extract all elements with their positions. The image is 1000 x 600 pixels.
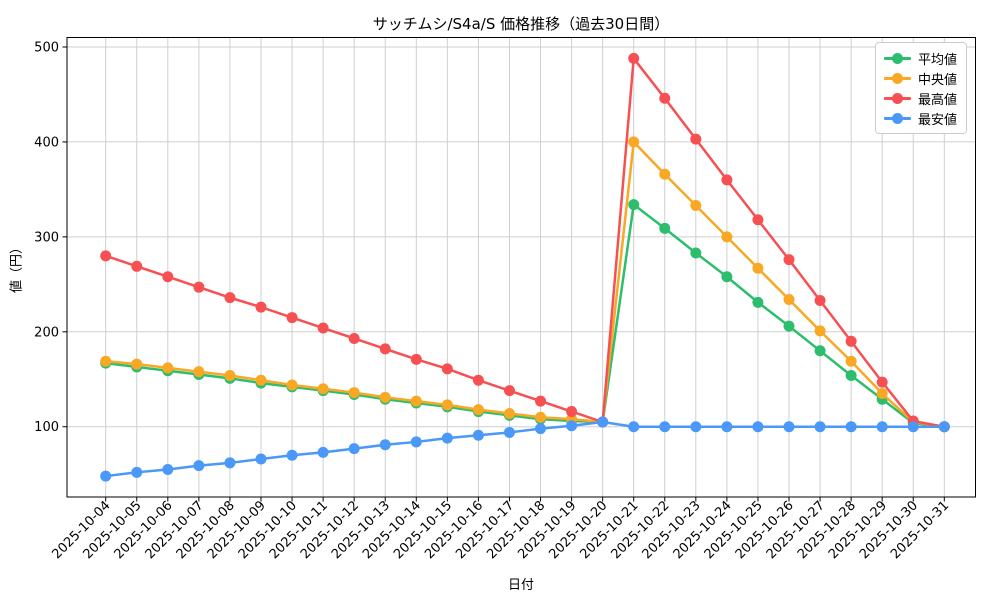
legend-marker-max-icon	[883, 92, 911, 104]
series-3	[100, 416, 950, 482]
legend-item-median: 中央値	[883, 68, 957, 88]
x-axis-label: 日付	[507, 578, 534, 593]
legend-label-median: 中央値	[917, 72, 957, 88]
chart-title: サッチムシ/S4a/S 価格推移（過去30日間）	[372, 15, 670, 33]
legend-item-max: 最高値	[883, 88, 957, 108]
svg-text:400: 400	[34, 135, 59, 150]
legend-label-average: 平均値	[917, 52, 957, 68]
legend: 平均値 中央値 最高値 最安値	[874, 42, 967, 134]
gridlines	[67, 37, 976, 497]
y-axis-label: 値（円）	[9, 240, 25, 294]
x-axis-ticks: 2025-10-042025-10-052025-10-062025-10-07…	[49, 497, 952, 562]
y-axis-ticks: 100 200 300 400 500	[34, 40, 67, 435]
svg-text:100: 100	[34, 420, 59, 435]
axes	[66, 37, 976, 498]
legend-label-min: 最安値	[917, 112, 957, 128]
svg-text:200: 200	[34, 325, 59, 340]
series-0	[100, 199, 950, 433]
legend-marker-average-icon	[883, 52, 911, 64]
legend-marker-min-icon	[883, 112, 911, 124]
legend-marker-median-icon	[883, 72, 911, 84]
legend-item-min: 最安値	[883, 108, 957, 128]
legend-item-average: 平均値	[883, 48, 957, 68]
legend-label-max: 最高値	[917, 92, 957, 108]
series-1	[100, 136, 950, 433]
svg-text:300: 300	[34, 230, 59, 245]
svg-text:500: 500	[34, 40, 59, 55]
